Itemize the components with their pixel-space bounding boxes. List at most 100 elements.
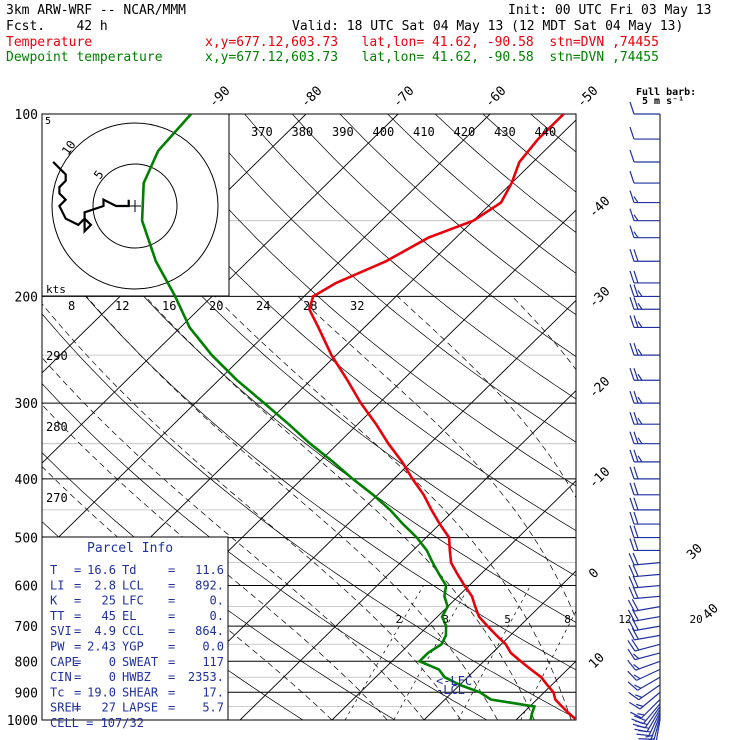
wind-barb-staff: [634, 634, 661, 641]
parcel-info-equals: =: [168, 609, 175, 623]
moist-adiabat-line: [214, 296, 572, 720]
barb-axis-label: 40: [700, 601, 722, 623]
mixing-ratio-line: [393, 585, 470, 720]
parcel-info-value: 0.: [210, 609, 224, 623]
hodograph-range-label: 20: [209, 299, 223, 313]
wind-barb: [629, 482, 660, 496]
parcel-info-equals: =: [168, 563, 175, 577]
parcel-info-key: LAPSE: [122, 701, 158, 715]
wind-barb-flag: [632, 653, 640, 660]
moist-adiabat-line: [630, 296, 719, 720]
wind-barb-flag: [628, 553, 635, 566]
wind-barb: [627, 599, 661, 612]
wind-barb-flag: [633, 368, 639, 381]
wind-barb: [629, 126, 660, 140]
theta-label: 370: [251, 125, 273, 139]
wind-barb-flag: [637, 302, 643, 310]
parcel-info-value: 864.: [195, 624, 224, 638]
wind-barb: [629, 538, 660, 552]
wind-barb: [629, 497, 660, 511]
pressure-tick-label: 400: [15, 473, 38, 488]
wind-barb-flag: [629, 482, 635, 495]
parcel-info-value: 16.6: [87, 563, 116, 577]
parcel-info-key: LFC: [122, 594, 144, 608]
parcel-info-key: Td: [122, 563, 136, 577]
wind-barb-flag: [633, 482, 639, 495]
wind-barb: [629, 511, 660, 525]
hodograph-range-label: 12: [115, 299, 129, 313]
wind-barb-flag: [630, 711, 642, 719]
parcel-info-equals: =: [74, 685, 81, 699]
parcel-info-equals: =: [168, 685, 175, 699]
moist-adiabat-line: [42, 466, 333, 720]
wind-barb-flag: [634, 684, 642, 689]
pressure-tick-label: 200: [15, 290, 38, 305]
wind-barb-flag: [629, 208, 635, 221]
parcel-info-equals: =: [168, 701, 175, 715]
wind-barb-flag: [629, 190, 635, 203]
hodograph-trace: [52, 161, 130, 234]
wind-barb-flag: [629, 149, 635, 163]
wind-barb-flag: [634, 728, 648, 733]
parcel-info-value: 892.: [195, 578, 224, 592]
wind-barb-flag: [631, 618, 639, 631]
wind-barb-staff: [635, 660, 661, 671]
wind-barb: [629, 466, 660, 480]
wind-barb: [629, 342, 660, 356]
parcel-info-value: 0.: [210, 594, 224, 608]
isotherm-label: -80: [298, 84, 325, 111]
wind-barb: [628, 575, 661, 589]
wind-barb-flag: [629, 225, 635, 238]
wind-barb-flag: [633, 538, 639, 551]
parcel-info-equals: =: [74, 640, 81, 654]
wind-barb: [627, 627, 661, 641]
theta-label: 440: [535, 125, 557, 139]
parcel-info-key: LI: [50, 578, 64, 592]
dry-adiabat-line: [101, 114, 576, 532]
isotherm-line: [239, 389, 576, 720]
parcel-info-value: 27: [102, 701, 116, 715]
isotherm-label: -10: [586, 464, 613, 491]
wind-barb-flag: [633, 196, 639, 203]
wind-barb-flag: [627, 628, 635, 641]
wind-barb-flag: [633, 466, 639, 480]
wind-barb-flag: [627, 648, 636, 660]
pressure-tick-label: 100: [15, 108, 38, 123]
mixing-ratio-label: 12: [618, 613, 631, 626]
wind-barb-flag: [627, 609, 635, 622]
mixing-ratio-label: 2: [396, 613, 403, 626]
wind-barb-flag: [629, 497, 635, 511]
wind-barb-staff: [634, 562, 661, 566]
parcel-info-value: 0.0: [202, 640, 224, 654]
parcel-info-equals: =: [168, 594, 175, 608]
wind-barb-staff: [634, 652, 661, 661]
wind-barb: [629, 190, 660, 204]
dry-adiabat-line: [434, 114, 576, 233]
parcel-info-key: CCL: [122, 624, 144, 638]
theta-label: 390: [332, 125, 354, 139]
parcel-info-equals: =: [168, 670, 175, 684]
wind-barb: [627, 608, 661, 622]
wind-barb-staff: [636, 668, 661, 681]
barb-axis-label: 30: [684, 541, 706, 563]
parcel-info-value: 0: [109, 670, 116, 684]
wind-barb: [631, 703, 661, 725]
hodograph-range-label: 32: [350, 299, 364, 313]
parcel-info-equals: =: [168, 578, 175, 592]
wind-barb-flag: [632, 586, 639, 599]
parcel-info-panel: [41, 536, 229, 721]
theta-label: 290: [46, 349, 68, 363]
wind-barb: [629, 225, 660, 239]
parcel-info-key: PW: [50, 640, 65, 654]
wind-barb-flag: [637, 290, 643, 297]
isotherm-line: [700, 114, 740, 720]
wind-barb-flag: [633, 674, 641, 680]
parcel-info-key: SHEAR: [122, 685, 159, 699]
moist-adiabat-line: [397, 296, 576, 499]
pressure-tick-label: 900: [15, 686, 38, 701]
wind-barb: [628, 691, 661, 710]
hodograph-range-label: 8: [68, 299, 75, 313]
model-title: 3km ARW-WRF -- NCAR/MMM: [6, 3, 187, 18]
wind-barb-flag: [629, 538, 635, 551]
